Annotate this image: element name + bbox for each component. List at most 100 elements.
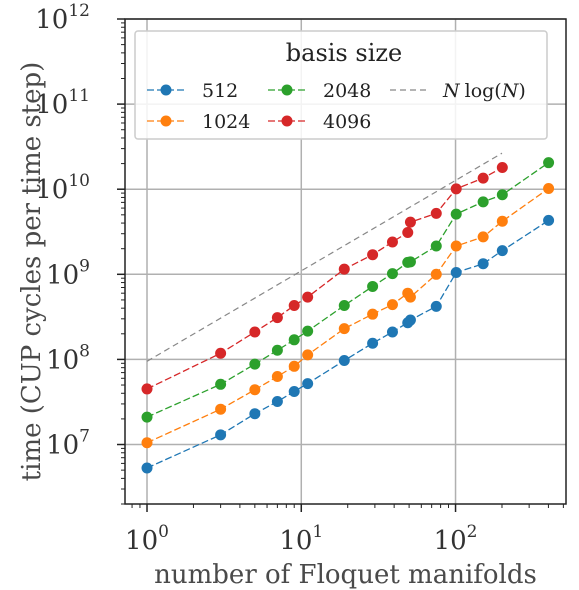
data-point xyxy=(215,378,227,390)
data-point xyxy=(141,437,153,449)
data-point xyxy=(249,326,261,338)
data-point xyxy=(496,189,508,201)
series-layer xyxy=(141,157,555,474)
legend-marker xyxy=(281,84,293,96)
data-point xyxy=(450,208,462,220)
legend-marker xyxy=(281,115,293,127)
data-point xyxy=(302,349,314,361)
legend-marker xyxy=(160,115,172,127)
data-point xyxy=(271,370,283,382)
series-line xyxy=(146,187,549,444)
y-tick-label: 1012 xyxy=(35,1,90,35)
data-point xyxy=(302,325,314,337)
x-tick-label: 101 xyxy=(279,522,323,556)
data-point xyxy=(477,172,489,184)
legend-item-1024: 1024 xyxy=(147,111,250,133)
y-tick-label: 1010 xyxy=(35,171,90,205)
data-point xyxy=(543,182,555,194)
legend-item-2048: 2048 xyxy=(268,80,371,102)
legend-marker xyxy=(160,84,172,96)
legend-box xyxy=(134,30,548,140)
data-point xyxy=(249,408,261,420)
data-point xyxy=(450,183,462,195)
data-point xyxy=(430,240,442,252)
data-point xyxy=(404,216,416,228)
data-point xyxy=(338,263,350,275)
data-point xyxy=(386,236,398,248)
data-point xyxy=(141,411,153,423)
data-point xyxy=(430,300,442,312)
axis-ticks: 100 101 102 107 108 109 1010 1011 1012 xyxy=(35,1,564,556)
data-point xyxy=(338,300,350,312)
data-point xyxy=(302,378,314,390)
legend-item-512: 512 xyxy=(147,80,238,102)
data-point xyxy=(271,396,283,408)
series-line xyxy=(146,219,549,469)
data-point xyxy=(386,326,398,338)
legend-items: 512 1024 2048 4096 N log(N) xyxy=(147,80,526,133)
y-tick-label: 107 xyxy=(46,427,90,461)
data-point xyxy=(430,268,442,280)
reference-line-layer xyxy=(146,152,503,362)
data-point xyxy=(367,249,379,261)
legend: basis size 512 1024 2048 4096 N log(N) xyxy=(134,30,548,140)
data-point xyxy=(477,258,489,270)
data-point xyxy=(141,383,153,395)
data-point xyxy=(404,291,416,303)
legend-label: 2048 xyxy=(323,80,371,102)
data-point xyxy=(386,268,398,280)
data-point xyxy=(496,215,508,227)
series-line xyxy=(146,162,549,418)
data-point xyxy=(288,300,300,312)
x-tick-label: 100 xyxy=(125,522,169,556)
series-4096 xyxy=(141,161,508,395)
data-point xyxy=(338,323,350,335)
legend-label: 512 xyxy=(202,80,238,102)
data-point xyxy=(271,344,283,356)
y-tick-label: 1011 xyxy=(35,86,90,120)
data-point xyxy=(404,256,416,268)
data-point xyxy=(288,360,300,372)
data-point xyxy=(496,245,508,257)
data-point xyxy=(367,308,379,320)
series-2048 xyxy=(141,157,555,423)
legend-title: basis size xyxy=(286,39,402,67)
series-line xyxy=(146,166,503,390)
data-point xyxy=(338,355,350,367)
legend-item-4096: 4096 xyxy=(268,111,371,133)
data-point xyxy=(367,280,379,292)
reference-line-nlogn xyxy=(146,152,503,362)
data-point xyxy=(141,462,153,474)
data-point xyxy=(215,403,227,415)
data-point xyxy=(404,314,416,326)
x-axis-label: number of Floquet manifolds xyxy=(154,560,537,590)
data-point xyxy=(543,157,555,169)
data-point xyxy=(450,267,462,279)
x-tick-label: 102 xyxy=(434,522,478,556)
data-point xyxy=(249,358,261,370)
series-1024 xyxy=(141,182,555,449)
plot-area-frame xyxy=(124,18,567,505)
data-point xyxy=(249,384,261,396)
data-point xyxy=(215,347,227,359)
y-tick-label: 108 xyxy=(46,341,90,375)
y-axis-label: time (CUP cycles per time step) xyxy=(17,62,47,482)
data-point xyxy=(302,291,314,303)
data-point xyxy=(430,207,442,219)
data-point xyxy=(477,196,489,208)
data-point xyxy=(543,214,555,226)
data-point xyxy=(288,334,300,346)
data-point xyxy=(386,299,398,311)
data-point xyxy=(271,312,283,324)
data-point xyxy=(215,429,227,441)
data-point xyxy=(477,231,489,243)
data-point xyxy=(496,161,508,173)
legend-label: 4096 xyxy=(323,111,371,133)
series-512 xyxy=(141,214,555,474)
y-tick-label: 109 xyxy=(46,256,90,290)
data-point xyxy=(288,385,300,397)
legend-label: 1024 xyxy=(202,111,250,133)
